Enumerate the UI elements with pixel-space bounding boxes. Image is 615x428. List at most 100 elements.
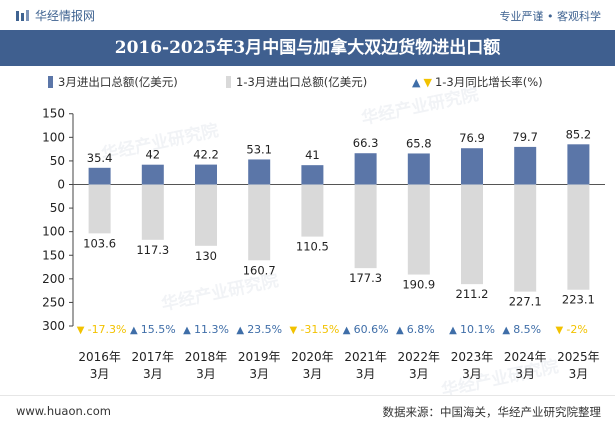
legend-label-monthly: 3月进出口总额(亿美元) xyxy=(58,75,178,89)
x-tick-label: 2017年 xyxy=(132,350,175,364)
x-tick-label: 2018年 xyxy=(185,350,228,364)
cumulative-value-label: 190.9 xyxy=(402,278,435,292)
growth-up-triangle: ▲ xyxy=(502,325,510,336)
growth-rate-label: 60.6% xyxy=(354,323,389,336)
legend-up-triangle-icon: ▲ xyxy=(412,75,421,89)
cumulative-value-label: 103.6 xyxy=(83,236,116,250)
cumulative-bar xyxy=(88,184,111,234)
site-url: www.huaon.com xyxy=(16,404,111,418)
growth-up-triangle: ▲ xyxy=(183,325,191,336)
monthly-bar xyxy=(195,164,217,185)
monthly-bar xyxy=(141,164,164,185)
chart-plot: 150 100 50 0 50 100 150 200 250 300 35.4 103.6 ▼ -17.… xyxy=(42,107,605,381)
growth-rate-label: 15.5% xyxy=(141,323,176,336)
monthly-bar xyxy=(354,153,377,185)
y-tick-label: 50 xyxy=(50,201,65,215)
growth-rate-label: 10.1% xyxy=(460,323,495,336)
monthly-bar xyxy=(567,144,590,185)
cumulative-value-label: 117.3 xyxy=(136,243,169,257)
legend-swatch-monthly xyxy=(48,76,53,88)
monthly-bar xyxy=(301,165,324,185)
x-tick-label: 2025年 xyxy=(557,350,600,364)
brand-name: 华经情报网 xyxy=(35,9,96,23)
growth-up-triangle: ▲ xyxy=(449,325,457,336)
brand: 华经情报网 xyxy=(16,7,95,24)
cumulative-value-label: 177.3 xyxy=(349,271,382,285)
legend-item-cumulative: 1-3月进出口总额(亿美元) xyxy=(226,74,367,90)
x-tick-label: 2016年 xyxy=(78,350,121,364)
monthly-value-label: 41 xyxy=(305,148,320,162)
y-tick-label: 200 xyxy=(42,272,65,286)
cumulative-bar xyxy=(461,184,483,285)
monthly-value-label: 35.4 xyxy=(87,151,113,165)
legend-item-monthly: 3月进出口总额(亿美元) xyxy=(48,74,178,90)
x-tick-label: 3月 xyxy=(356,367,376,381)
x-tick-label: 2020年 xyxy=(291,350,334,364)
chart-title: 2016-2025年3月中国与加拿大双边货物进出口额 xyxy=(0,30,615,66)
growth-down-triangle: ▼ xyxy=(290,325,298,336)
monthly-value-label: 65.8 xyxy=(406,136,432,150)
cumulative-bar xyxy=(514,184,537,292)
x-tick-label: 2023年 xyxy=(451,350,494,364)
tagline: 专业严谨 • 客观科学 xyxy=(499,10,601,23)
growth-up-triangle: ▲ xyxy=(236,325,244,336)
monthly-bar xyxy=(88,167,111,185)
monthly-value-label: 85.2 xyxy=(566,127,592,141)
monthly-value-label: 42.2 xyxy=(193,148,219,162)
growth-up-triangle: ▲ xyxy=(130,325,138,336)
growth-rate-label: 11.3% xyxy=(194,323,229,336)
monthly-value-label: 66.3 xyxy=(353,136,379,150)
x-tick-label: 3月 xyxy=(515,367,535,381)
cumulative-bar xyxy=(407,184,430,275)
growth-rate-label: 23.5% xyxy=(247,323,282,336)
footer: www.huaon.com 数据来源：中国海关，华经产业研究院整理 xyxy=(0,395,615,428)
x-tick-label: 3月 xyxy=(462,367,482,381)
cumulative-value-label: 130 xyxy=(195,249,217,263)
monthly-value-label: 76.9 xyxy=(459,131,485,145)
legend-down-triangle-icon: ▼ xyxy=(423,75,432,89)
monthly-value-label: 79.7 xyxy=(512,130,538,144)
cumulative-bar xyxy=(567,184,590,290)
growth-rate-label: 8.5% xyxy=(513,323,541,336)
top-bar: 华经情报网 专业严谨 • 客观科学 xyxy=(0,0,615,30)
growth-rate-label: 6.8% xyxy=(407,323,435,336)
y-tick-label: 300 xyxy=(42,319,65,333)
growth-rate-label: -17.3% xyxy=(88,323,127,336)
growth-rate-label: -31.5% xyxy=(300,323,339,336)
brand-logo-icon xyxy=(16,9,29,21)
y-tick-label: 150 xyxy=(42,248,65,262)
x-tick-label: 2019年 xyxy=(238,350,281,364)
y-tick-label: 100 xyxy=(42,225,65,239)
x-tick-label: 3月 xyxy=(249,367,269,381)
x-tick-label: 3月 xyxy=(569,367,589,381)
monthly-bar xyxy=(514,146,537,185)
cumulative-bar xyxy=(354,184,377,269)
cumulative-bar xyxy=(248,184,271,261)
cumulative-value-label: 160.7 xyxy=(243,263,276,277)
y-tick-label: 250 xyxy=(42,295,65,309)
cumulative-value-label: 223.1 xyxy=(562,293,595,307)
monthly-value-label: 42 xyxy=(145,148,160,162)
legend-label-growth: 1-3月同比增长率(%) xyxy=(434,75,543,89)
monthly-bar xyxy=(248,159,271,185)
y-tick-label: 150 xyxy=(42,107,65,121)
y-tick-label: 0 xyxy=(57,178,65,192)
x-tick-label: 3月 xyxy=(90,367,110,381)
cumulative-bar xyxy=(301,184,324,237)
x-tick-label: 2021年 xyxy=(344,350,387,364)
cumulative-bar xyxy=(195,184,217,246)
cumulative-bar xyxy=(141,184,164,240)
growth-rate-label: -2% xyxy=(566,323,587,336)
x-tick-label: 3月 xyxy=(196,367,216,381)
cumulative-value-label: 110.5 xyxy=(296,240,329,254)
growth-down-triangle: ▼ xyxy=(556,325,564,336)
monthly-value-label: 53.1 xyxy=(246,142,272,156)
y-tick-label: 50 xyxy=(50,154,65,168)
monthly-bar xyxy=(407,153,430,185)
growth-up-triangle: ▲ xyxy=(343,325,351,336)
y-tick-label: 100 xyxy=(42,130,65,144)
legend-swatch-cumulative xyxy=(226,76,231,88)
legend-item-growth: ▲ ▼ 1-3月同比增长率(%) xyxy=(412,74,543,90)
x-tick-label: 3月 xyxy=(303,367,323,381)
legend-label-cumulative: 1-3月进出口总额(亿美元) xyxy=(236,75,368,89)
